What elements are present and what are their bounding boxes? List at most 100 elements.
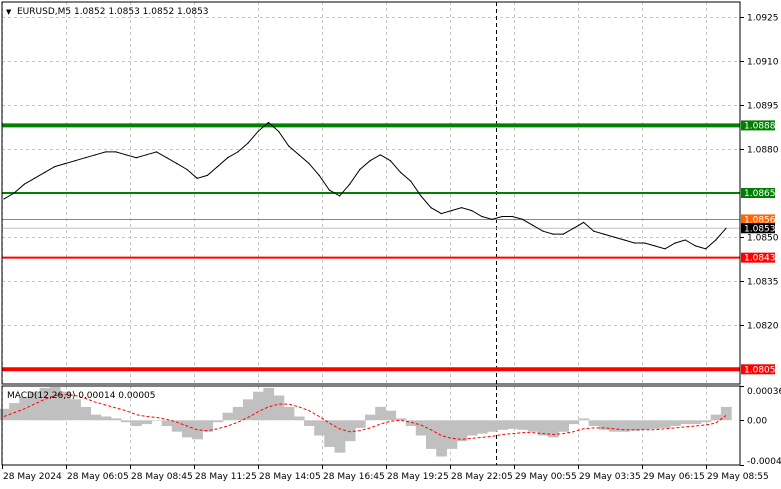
price-point <box>644 242 646 244</box>
macd-bar <box>141 420 153 425</box>
macd-bar <box>720 406 732 421</box>
price-tick-label: 1.0835 <box>747 278 779 288</box>
level-label-badge <box>741 223 775 234</box>
macd-bar <box>90 414 102 421</box>
macd-bar <box>293 416 305 421</box>
macd-bar <box>537 420 549 436</box>
macd-bar <box>436 420 447 457</box>
macd-bar <box>609 420 620 432</box>
macd-bar <box>29 391 41 421</box>
macd-bar <box>304 420 315 426</box>
macd-bar <box>598 420 610 430</box>
price-point <box>461 207 463 209</box>
macd-bar <box>151 420 163 421</box>
time-tick-label: 28 May 11:25 <box>195 472 257 482</box>
chart-menu-icon[interactable]: ▼ <box>6 8 12 16</box>
price-point <box>74 160 76 162</box>
price-point <box>288 145 290 147</box>
horizontal-levels[interactable] <box>2 123 740 372</box>
price-point <box>308 163 310 165</box>
price-point <box>206 174 208 176</box>
macd-bar <box>405 420 417 426</box>
macd-bar <box>80 406 92 421</box>
price-tick-label: 1.0895 <box>747 102 779 112</box>
macd-bar <box>476 420 488 434</box>
price-point <box>674 242 676 244</box>
level-label-badge <box>741 214 775 225</box>
price-tick-label: 1.0910 <box>747 58 779 68</box>
macd-bar <box>548 420 559 438</box>
time-tick-label: 28 May 16:45 <box>323 472 385 482</box>
time-tick-label: 28 May 2024 <box>3 472 62 482</box>
price-point <box>694 245 697 247</box>
macd-bar <box>710 414 722 421</box>
macd-tick-label: -0.00047 <box>747 457 781 467</box>
price-point <box>267 121 269 124</box>
price-point <box>247 142 249 144</box>
macd-bar <box>558 420 569 432</box>
macd-bar <box>59 391 71 421</box>
price-point <box>257 130 259 132</box>
macd-bar <box>70 399 81 421</box>
macd-bar <box>253 391 264 421</box>
macd-bar <box>619 420 630 432</box>
price-point <box>471 210 473 212</box>
macd-bar <box>517 420 529 430</box>
level-label-text: 1.0853 <box>744 224 776 234</box>
price-point <box>654 245 656 247</box>
price-point <box>705 248 707 250</box>
time-tick-label: 29 May 08:55 <box>707 472 769 482</box>
macd-bar <box>222 412 234 421</box>
price-point <box>339 195 341 197</box>
macd-bar <box>344 420 356 442</box>
macd-bar <box>120 420 132 423</box>
macd-bar <box>354 420 366 428</box>
price-point <box>522 218 524 220</box>
macd-bar <box>415 420 427 436</box>
level-label-text: 1.0865 <box>744 189 776 199</box>
price-panel-frame <box>1 1 741 385</box>
price-axis: 1.0925 1.0910 1.0895 1.0880 1.0850 1.0835 1.08… <box>740 14 779 332</box>
price-point <box>135 157 137 159</box>
macd-bar <box>243 399 254 421</box>
price-point <box>227 157 229 159</box>
price-point <box>84 157 86 159</box>
price-point <box>328 189 330 191</box>
price-point <box>511 215 514 218</box>
macd-signal-path <box>3 394 727 440</box>
price-point <box>298 154 300 156</box>
price-point <box>664 248 666 250</box>
level-label-badge <box>741 188 775 198</box>
price-point <box>542 230 544 232</box>
price-point <box>389 160 391 162</box>
macd-signal-line <box>3 394 727 440</box>
price-point <box>613 236 615 238</box>
macd-bar <box>527 420 539 432</box>
price-point <box>501 215 503 218</box>
level-label-text: 1.0888 <box>744 121 776 131</box>
macd-bar <box>39 387 51 421</box>
macd-bar <box>100 416 112 421</box>
time-tick-label: 28 May 14:05 <box>259 472 321 482</box>
price-tick-label: 1.0850 <box>747 234 779 244</box>
price-point <box>176 163 178 165</box>
level-label-badge <box>741 364 775 375</box>
macd-bar <box>314 420 325 436</box>
price-point <box>115 151 117 153</box>
time-tick-label: 29 May 06:15 <box>643 472 705 482</box>
macd-bar <box>649 420 661 429</box>
level-label-text: 1.0843 <box>744 254 776 264</box>
price-point <box>491 218 493 220</box>
macd-bar <box>171 420 183 432</box>
price-grid <box>2 2 740 384</box>
macd-bar <box>690 420 702 425</box>
level-label-badge <box>741 120 775 131</box>
macd-bar <box>182 420 193 438</box>
price-point <box>237 151 239 153</box>
macd-panel-frame <box>1 385 741 466</box>
price-point <box>440 213 442 215</box>
macd-bar <box>365 414 376 421</box>
macd-bar <box>446 420 458 449</box>
